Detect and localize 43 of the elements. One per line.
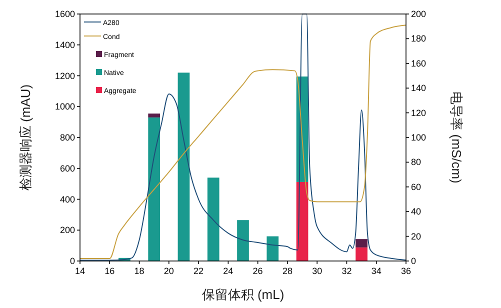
y2-tick-label: 200 xyxy=(411,9,426,19)
x-tick-label: 16 xyxy=(104,266,115,276)
y2-tick-label: 40 xyxy=(411,206,422,217)
y2-tick-label: 100 xyxy=(411,132,426,142)
y2-axis-title: 电导率 (mS/cm) xyxy=(449,92,464,184)
bar xyxy=(266,236,279,261)
bar xyxy=(237,220,249,261)
y2-tick-label: 180 xyxy=(411,34,426,44)
x-tick-label: 36 xyxy=(400,266,412,276)
y-tick-label: 1000 xyxy=(54,102,75,112)
y2-tick-label: 120 xyxy=(411,108,426,118)
y-axis-title: 检测器响应 (mAU) xyxy=(18,84,33,191)
bar xyxy=(356,239,368,248)
y2-tick-label: 140 xyxy=(411,83,426,94)
bar xyxy=(207,178,220,261)
y-tick-label: 1400 xyxy=(54,40,75,50)
x-tick-label: 14 xyxy=(74,266,86,276)
bar xyxy=(148,117,160,261)
x-tick-label: 24 xyxy=(223,266,234,276)
x-tick-label: 22 xyxy=(194,266,204,276)
x-tick-label: 34 xyxy=(371,266,382,276)
x-tick-label: 20 xyxy=(164,266,174,276)
y2-tick-label: 160 xyxy=(411,58,426,68)
y2-tick-label: 80 xyxy=(411,157,422,168)
y-tick-label: 0 xyxy=(70,256,75,266)
bar xyxy=(148,114,160,118)
x-tick-label: 32 xyxy=(342,266,352,276)
y-tick-label: 400 xyxy=(60,194,75,204)
y-tick-label: 800 xyxy=(60,132,75,142)
y2-tick-label: 20 xyxy=(411,231,422,242)
x-tick-label: 28 xyxy=(282,266,292,276)
y-tick-label: 600 xyxy=(60,163,75,174)
bar xyxy=(178,72,190,261)
y2-tick-label: 0 xyxy=(411,256,416,266)
x-tick-label: 26 xyxy=(252,266,263,276)
y-tick-label: 1600 xyxy=(54,9,75,19)
x-tick-label: 30 xyxy=(312,266,322,276)
y-tick-label: 200 xyxy=(60,225,75,236)
y2-tick-label: 60 xyxy=(411,182,422,192)
y-tick-label: 1200 xyxy=(54,70,75,81)
x-tick-label: 18 xyxy=(134,266,144,276)
bar xyxy=(356,247,368,261)
x-axis-title: 保留体积 (mL) xyxy=(202,287,284,302)
